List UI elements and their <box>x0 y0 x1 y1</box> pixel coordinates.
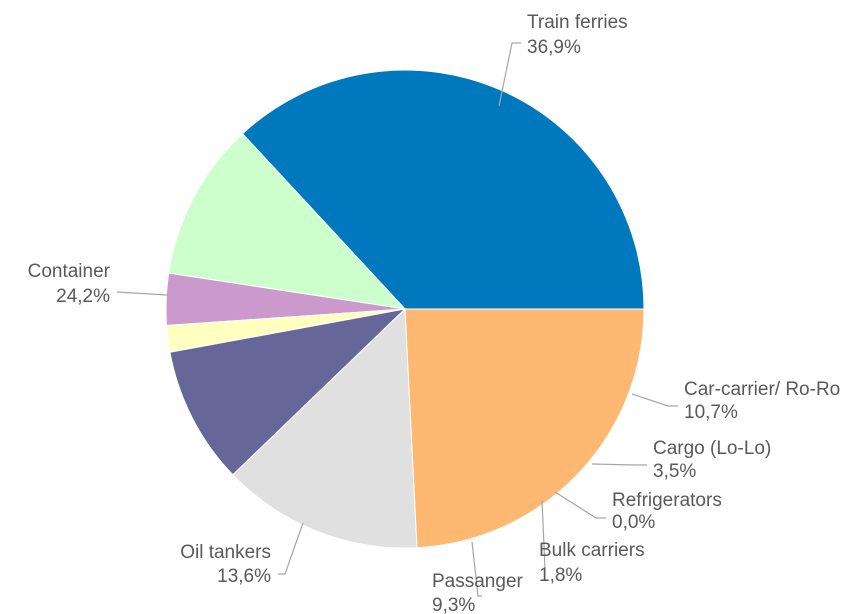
leader-line <box>498 42 521 107</box>
pie-slice-car-carrier-ro-ro <box>168 133 407 310</box>
leader-line <box>116 291 168 296</box>
leader-line <box>541 499 546 570</box>
slice-category-label: Cargo (Lo-Lo) <box>653 438 771 459</box>
slice-value-label: 0,0% <box>612 512 655 533</box>
leader-line <box>631 393 678 407</box>
leader-lines <box>116 42 678 597</box>
slice-category-label: Refrigerators <box>612 490 722 511</box>
pie-slices <box>165 69 645 549</box>
slice-value-label: 10,7% <box>684 402 738 423</box>
slice-value-label: 3,5% <box>653 461 696 482</box>
pie-slice-train-ferries <box>241 69 645 310</box>
leader-line <box>278 522 304 575</box>
slice-category-label: Car-carrier/ Ro-Ro <box>684 379 840 400</box>
leader-line <box>591 463 647 466</box>
slice-value-label: 13,6% <box>217 566 271 587</box>
slice-value-label: 1,8% <box>539 565 582 586</box>
slice-labels: Train ferries 36,9% Car-carrier/ Ro-Ro10,7… <box>28 12 841 614</box>
pie-slice-passanger <box>169 308 407 476</box>
slice-category-label: Bulk carriers <box>539 540 645 561</box>
slice-value-label: 9,3% <box>432 595 475 614</box>
slice-category-label: Oil tankers <box>180 542 271 563</box>
slice-category-label: Passanger <box>432 571 524 592</box>
slice-value-label: 24,2% <box>56 286 110 307</box>
pie-slice-container <box>404 308 645 549</box>
leader-line <box>554 491 606 519</box>
pie-slice-oil-tankers <box>232 307 418 549</box>
slice-category-label: Container <box>28 261 111 282</box>
leader-line <box>471 541 482 597</box>
slice-category-label: Train ferries <box>527 12 628 33</box>
slice-value-label: 36,9% <box>527 37 581 58</box>
